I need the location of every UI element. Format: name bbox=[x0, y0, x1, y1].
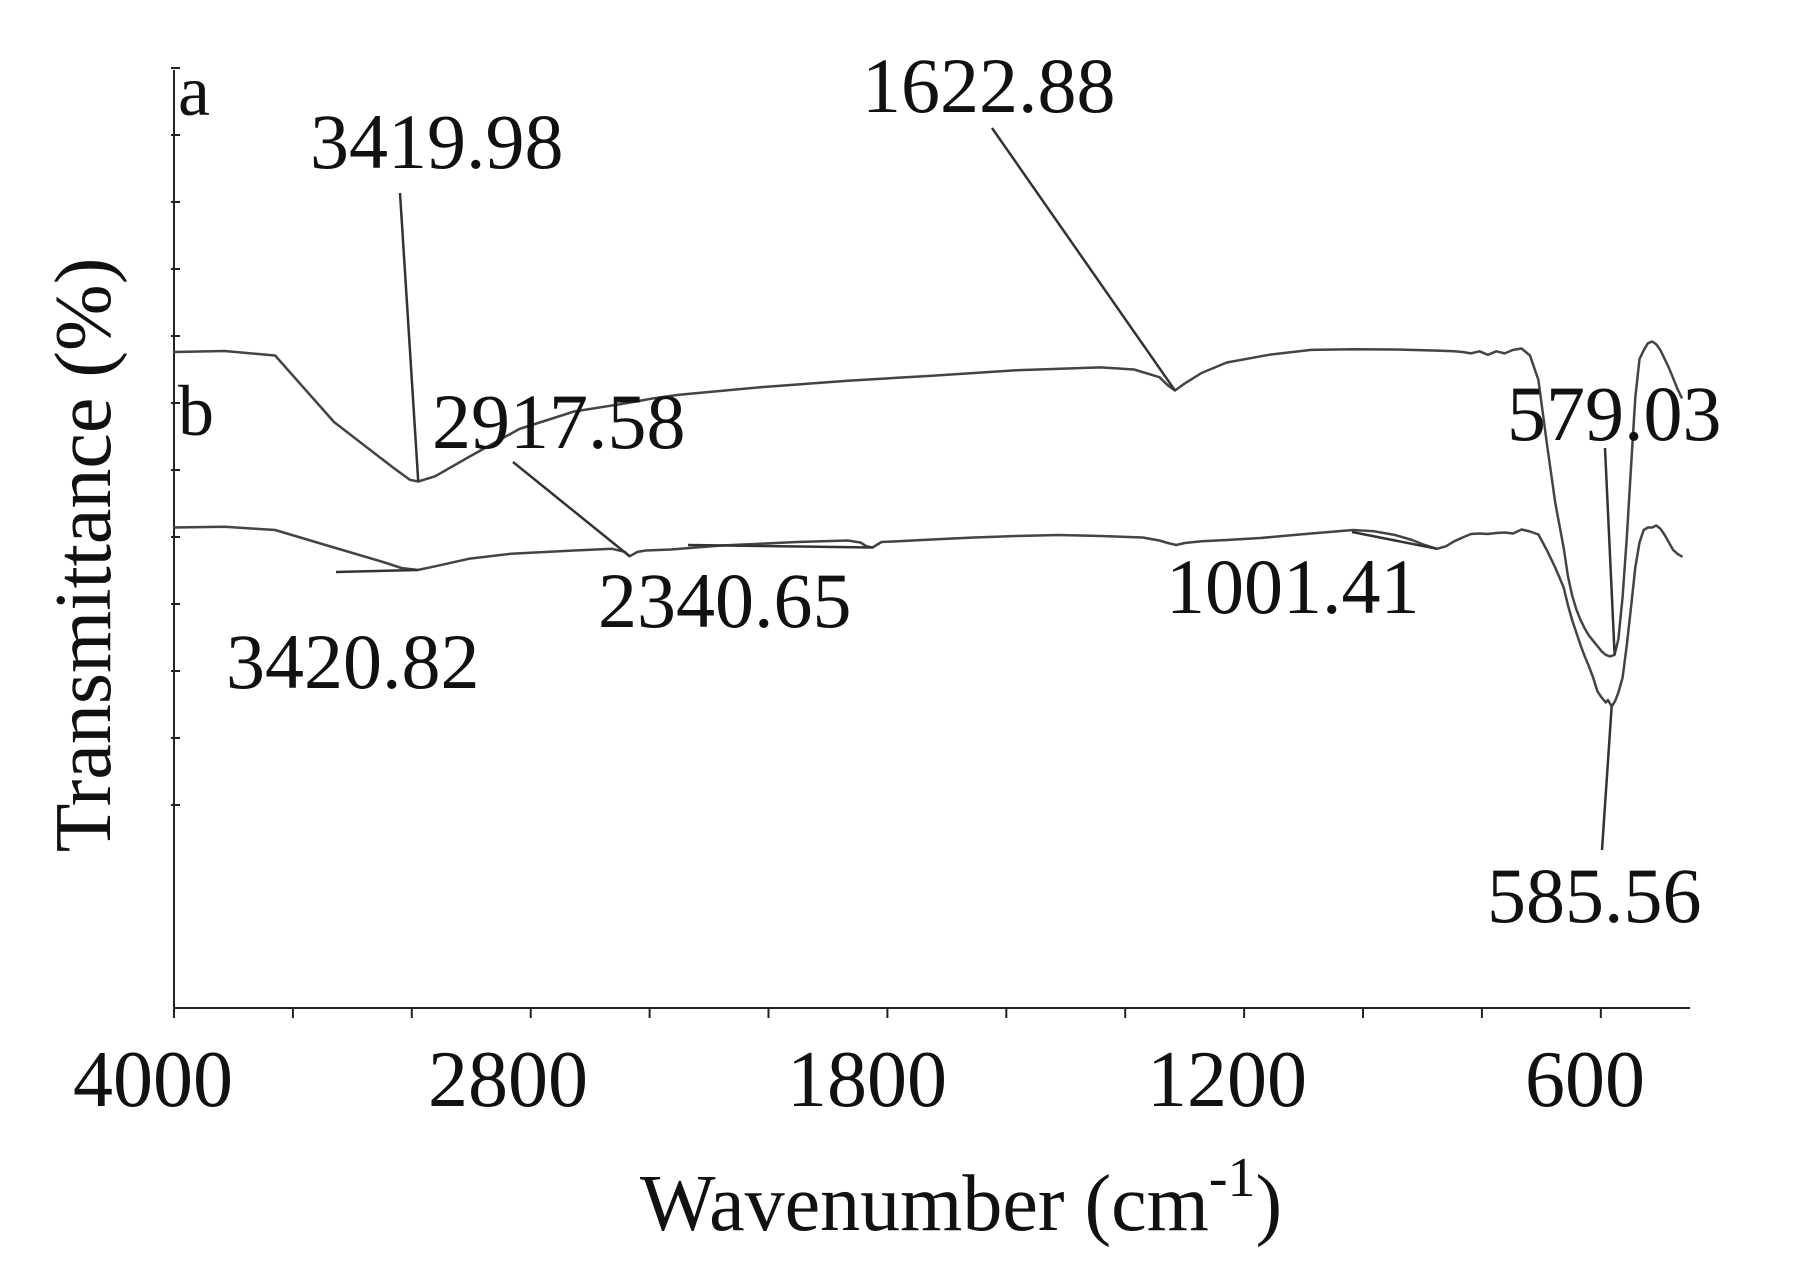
y-axis-title: Transmittance (%) bbox=[40, 258, 128, 853]
series-label-b: b bbox=[178, 371, 214, 451]
peak-label: 579.03 bbox=[1507, 370, 1722, 457]
peak-label: 585.56 bbox=[1487, 852, 1702, 939]
peak-leader-line bbox=[1351, 530, 1438, 550]
peak-leader-line bbox=[1600, 706, 1613, 851]
peak-label: 1001.41 bbox=[1166, 543, 1420, 630]
peak-leader-lines bbox=[335, 127, 1616, 851]
peak-label: 2917.58 bbox=[432, 378, 686, 465]
peak-leader-line bbox=[1603, 447, 1616, 655]
peak-leader-line bbox=[687, 543, 873, 549]
x-tick-labels: 4000 2800 1800 1200 600 bbox=[73, 1036, 1645, 1124]
axes bbox=[171, 67, 1690, 1018]
x-tick-label: 600 bbox=[1525, 1036, 1645, 1124]
series-label-a: a bbox=[178, 51, 210, 131]
peak-leader-line bbox=[398, 192, 420, 482]
peak-leader-line bbox=[335, 568, 418, 574]
x-tick-label: 1200 bbox=[1147, 1036, 1307, 1124]
peak-leader-line bbox=[512, 461, 631, 558]
x-axis-title: Wavenumber (cm-1) bbox=[640, 1147, 1282, 1248]
peak-label: 3419.98 bbox=[310, 98, 564, 185]
x-tick-label: 1800 bbox=[787, 1036, 947, 1124]
peak-label: 3420.82 bbox=[226, 618, 480, 705]
peak-leader-line bbox=[990, 127, 1177, 392]
spectrum-line-a bbox=[172, 340, 1683, 658]
x-tick-label: 2800 bbox=[428, 1036, 588, 1124]
peak-label: 2340.65 bbox=[598, 557, 852, 644]
peak-label: 1622.88 bbox=[862, 42, 1116, 129]
x-tick-label: 4000 bbox=[73, 1036, 233, 1124]
